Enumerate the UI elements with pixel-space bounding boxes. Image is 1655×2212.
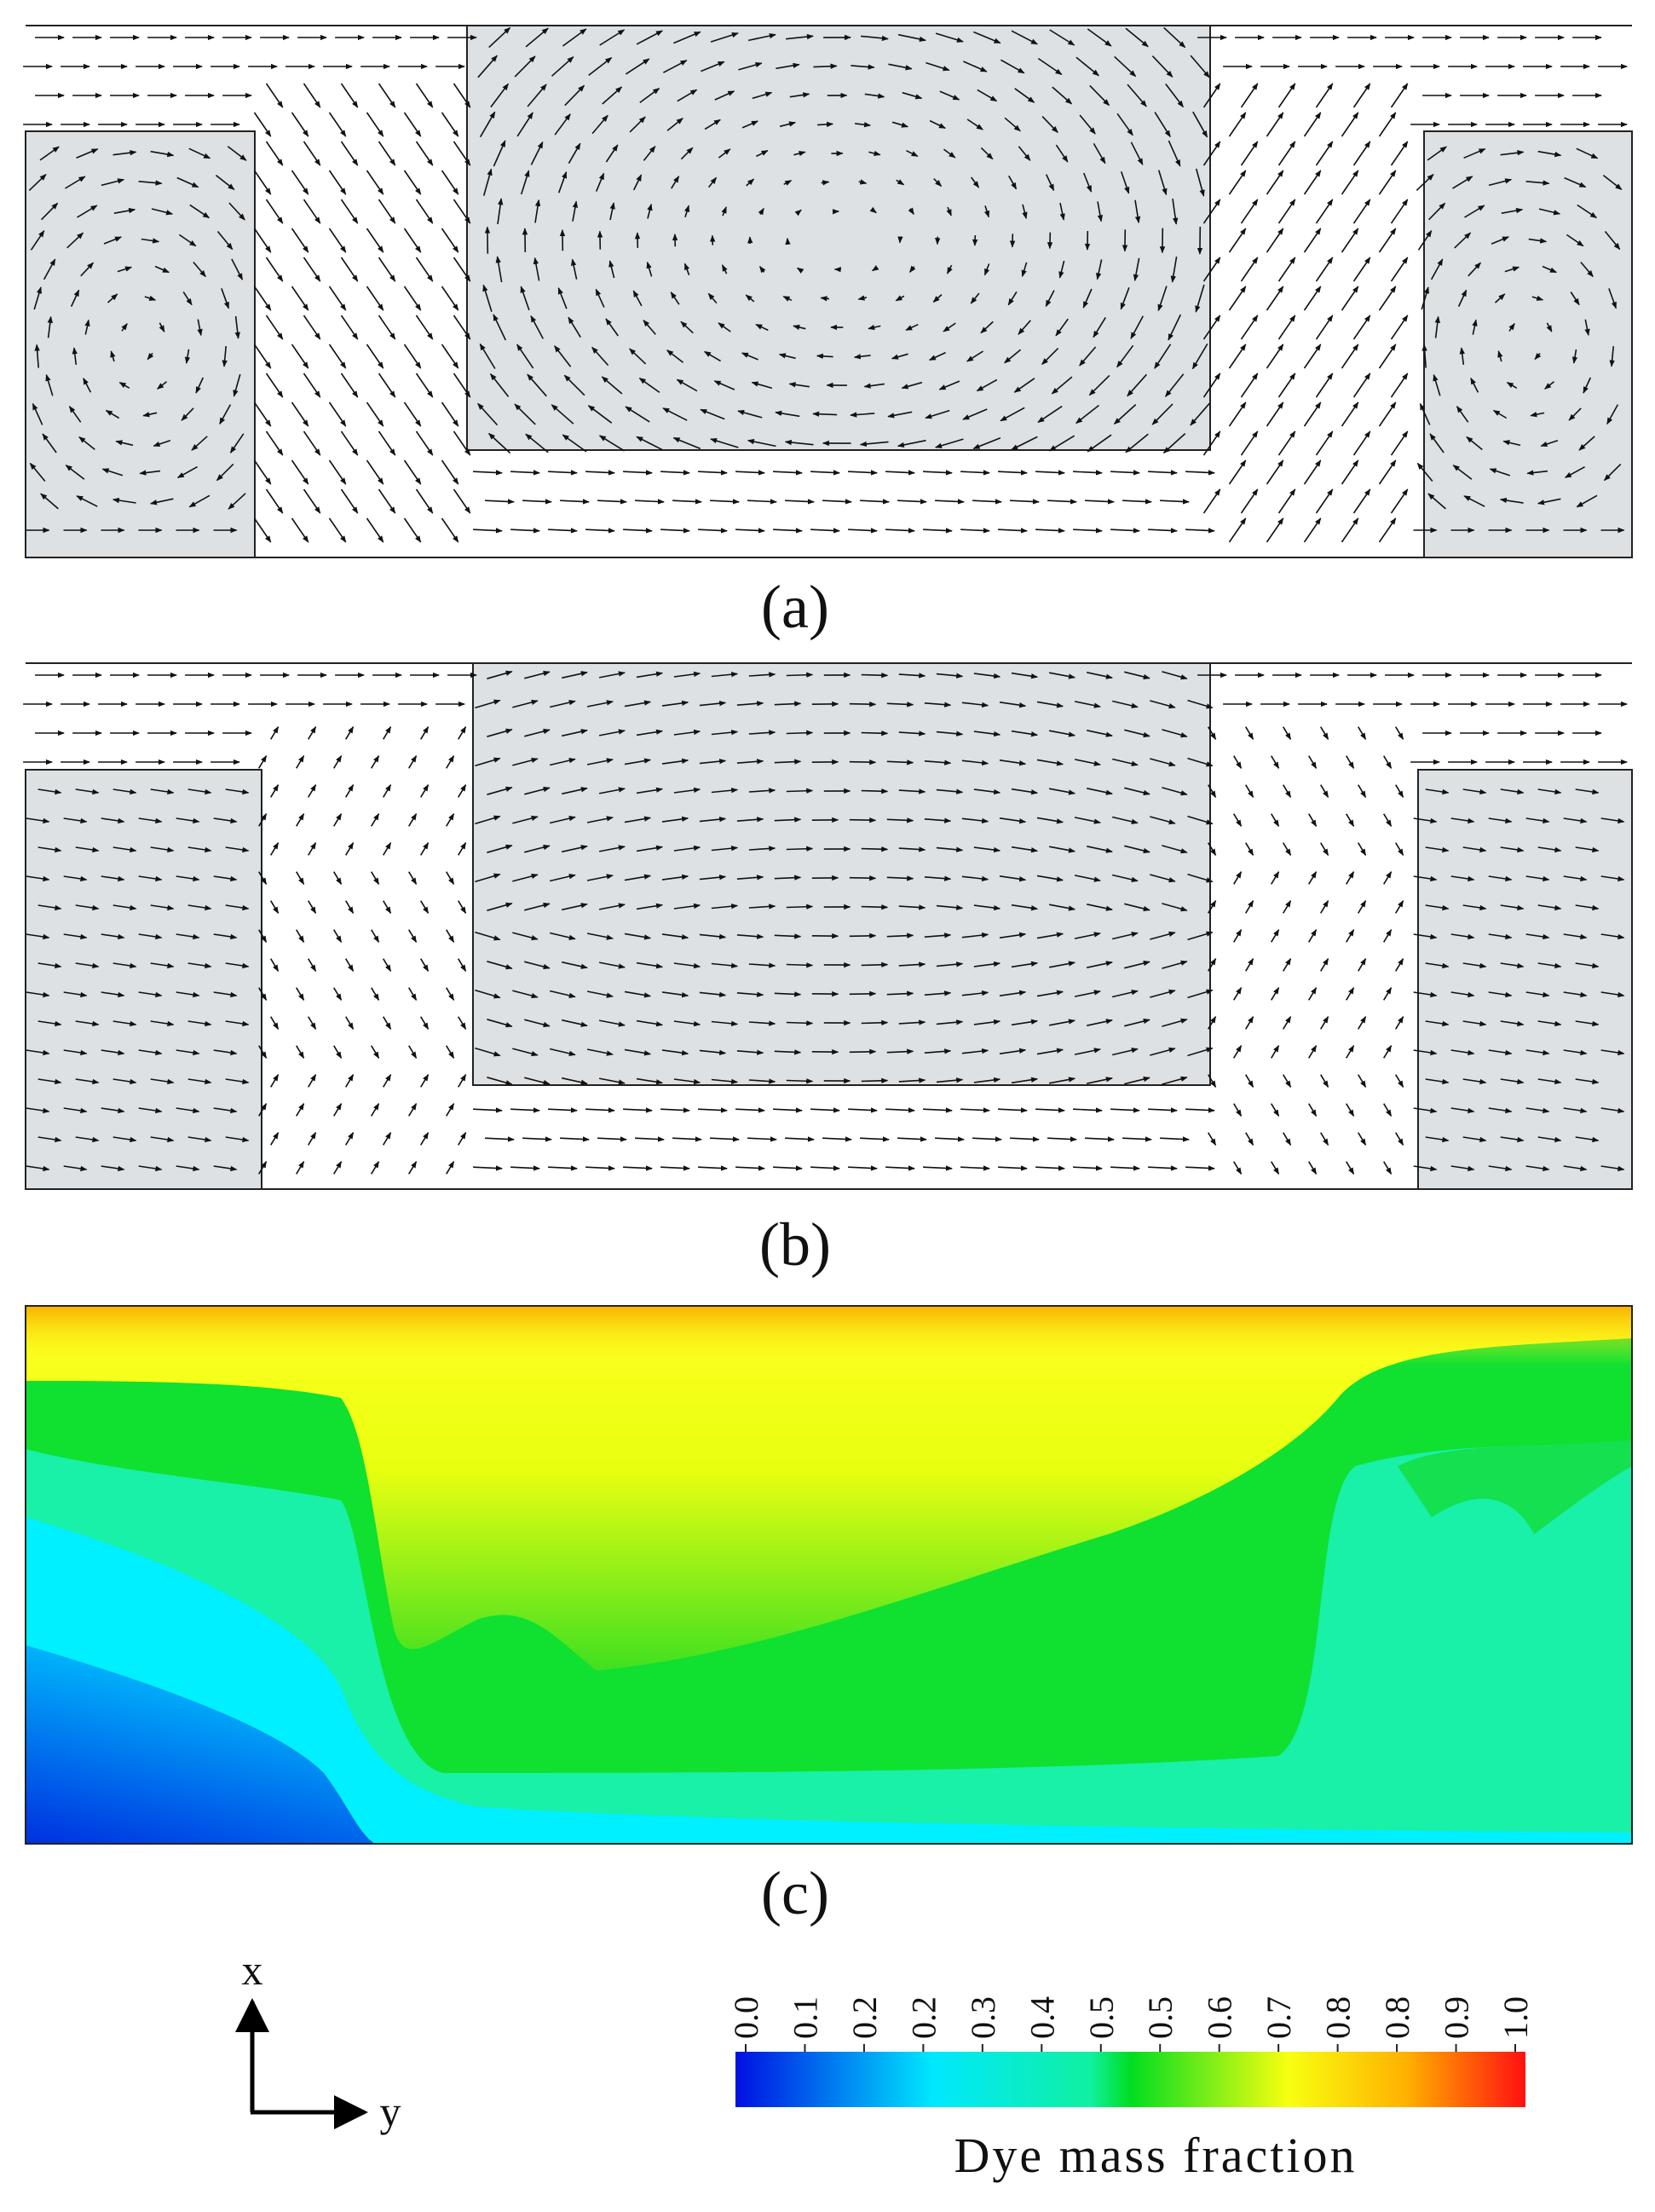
block [1418, 770, 1632, 1189]
flow-vector [787, 1081, 813, 1082]
flow-vector [862, 675, 888, 676]
axes-indicator: x y [242, 1946, 401, 2135]
flow-vector [862, 1023, 888, 1024]
flow-vector [850, 762, 876, 763]
flow-vector [850, 1052, 876, 1053]
axis-label: x [242, 1946, 263, 1994]
flow-vector [787, 965, 813, 966]
flow-vector [862, 791, 888, 792]
flow-vector [787, 849, 813, 850]
panel-label: (c) [761, 1859, 829, 1927]
colorbar-tick-label: 1.0 [1496, 1996, 1535, 2039]
colorbar-tick-label: 0.6 [1201, 1996, 1239, 2039]
colorbar-tick-label: 0.8 [1319, 1996, 1358, 2039]
block [473, 663, 1210, 1085]
colorbar-tick-label: 0.7 [1260, 1996, 1298, 2039]
colorbar-tick-label: 0.3 [964, 1996, 1002, 2039]
colorbar-tick-label: 0.5 [1082, 1996, 1121, 2039]
flow-vector [850, 936, 876, 937]
colorbar-scale [735, 2052, 1525, 2107]
colorbar: 0.0 0.1 0.2 0.2 0.3 0.4 0.5 0.5 0.6 0.7 0.8 0.8 0.9 1… [727, 1996, 1535, 2107]
block [26, 770, 262, 1189]
block [26, 131, 255, 557]
colorbar-tick-label: 0.1 [786, 1996, 824, 2039]
flow-vector [850, 878, 876, 879]
colorbar-tick-label: 0.9 [1438, 1996, 1476, 2039]
colorbar-tick-label: 0.8 [1378, 1996, 1416, 2039]
contour-region [26, 1306, 1632, 1366]
axis-label: y [380, 2088, 401, 2135]
flow-vector [862, 1081, 888, 1082]
flow-vector [862, 907, 888, 908]
flow-vector [862, 733, 888, 734]
flow-vector [787, 675, 813, 676]
flow-vector [850, 994, 876, 995]
flow-vector [862, 849, 888, 850]
flow-vector [850, 704, 876, 705]
panel-b [23, 663, 1632, 1189]
colorbar-tick-label: 0.0 [727, 1996, 765, 2039]
panel-a [23, 26, 1632, 557]
flow-vector [787, 733, 813, 734]
flow-vector [850, 820, 876, 821]
panel-c [26, 1306, 1632, 1844]
colorbar-tick-label: 0.4 [1023, 1996, 1061, 2039]
flow-vector [787, 791, 813, 792]
panel-label: (b) [759, 1210, 831, 1279]
block [1424, 131, 1632, 557]
flow-vector [862, 965, 888, 966]
colorbar-tick-label: 0.2 [845, 1996, 884, 2039]
colorbar-tick-label: 0.2 [904, 1996, 943, 2039]
colorbar-title: Dye mass fraction [954, 2128, 1358, 2183]
panel-label: (a) [761, 573, 829, 641]
colorbar-tick-label: 0.5 [1141, 1996, 1179, 2039]
flow-vector [787, 1023, 813, 1024]
flow-vector [787, 907, 813, 908]
